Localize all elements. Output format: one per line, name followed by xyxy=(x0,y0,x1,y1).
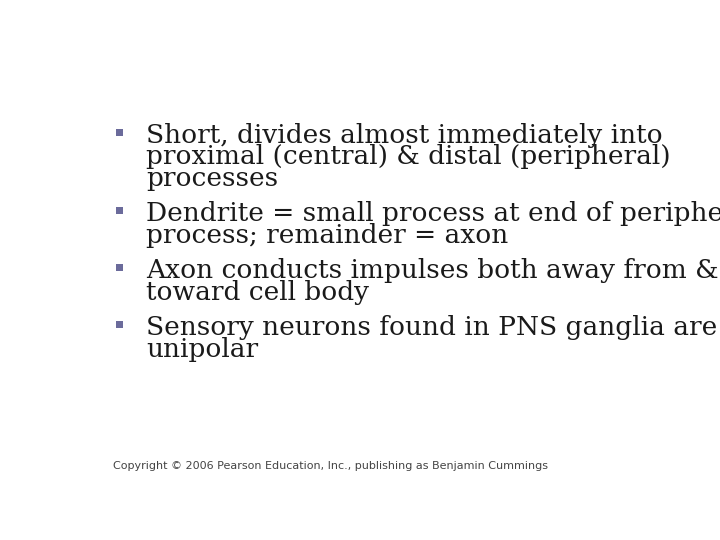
Text: proximal (central) & distal (peripheral): proximal (central) & distal (peripheral) xyxy=(145,144,670,169)
Text: Dendrite = small process at end of peripheral: Dendrite = small process at end of perip… xyxy=(145,201,720,226)
Text: toward cell body: toward cell body xyxy=(145,280,369,305)
Text: unipolar: unipolar xyxy=(145,336,258,362)
Bar xyxy=(116,321,122,328)
Text: process; remainder = axon: process; remainder = axon xyxy=(145,222,508,248)
Text: Copyright © 2006 Pearson Education, Inc., publishing as Benjamin Cummings: Copyright © 2006 Pearson Education, Inc.… xyxy=(113,461,548,471)
Bar xyxy=(116,129,122,136)
Text: Short, divides almost immediately into: Short, divides almost immediately into xyxy=(145,123,662,147)
Text: Axon conducts impulses both away from &: Axon conducts impulses both away from & xyxy=(145,258,719,283)
Text: Sensory neurons found in PNS ganglia are: Sensory neurons found in PNS ganglia are xyxy=(145,315,717,340)
Bar xyxy=(116,264,122,271)
Bar xyxy=(116,207,122,214)
Text: processes: processes xyxy=(145,166,278,191)
